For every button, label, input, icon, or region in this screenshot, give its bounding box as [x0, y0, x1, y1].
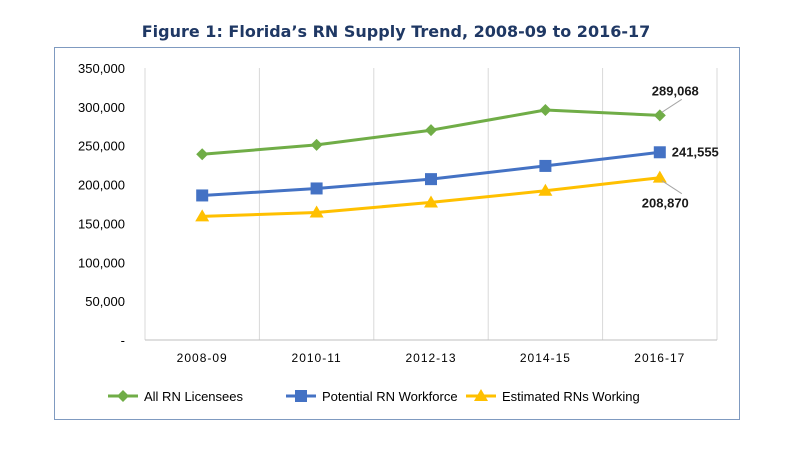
- data-label: 208,870: [642, 196, 689, 211]
- label-leader-line: [661, 98, 683, 113]
- y-tick-label: -: [121, 333, 125, 348]
- data-point: [538, 183, 553, 196]
- data-point: [196, 148, 209, 161]
- data-point: [653, 146, 666, 159]
- data-point: [196, 189, 209, 202]
- legend-item: Estimated RNs Working: [466, 389, 640, 404]
- data-point: [310, 138, 323, 151]
- legend-label: All RN Licensees: [144, 389, 243, 404]
- y-tick-label: 50,000: [85, 294, 125, 309]
- x-tick-label: 2012-13: [405, 351, 456, 365]
- data-label: 289,068: [652, 83, 699, 98]
- legend-item: All RN Licensees: [108, 389, 243, 404]
- x-tick-label: 2010-11: [292, 351, 342, 365]
- y-tick-label: 250,000: [78, 139, 125, 154]
- label-leader-line: [661, 180, 683, 195]
- y-tick-label: 300,000: [78, 100, 125, 115]
- y-tick-label: 150,000: [78, 216, 125, 231]
- x-axis-ticks: 2008-09 2010-11 2012-13 2014-15 2016-17: [177, 351, 685, 365]
- data-point: [652, 170, 667, 183]
- x-tick-label: 2014-15: [520, 351, 571, 365]
- data-point: [310, 182, 323, 195]
- y-axis-ticks: - 50,000 100,000 150,000 200,000 250,000 300,0…: [78, 61, 125, 348]
- data-point: [425, 124, 437, 137]
- y-tick-label: 100,000: [78, 255, 125, 270]
- data-point: [539, 159, 552, 172]
- legend-label: Estimated RNs Working: [502, 389, 640, 404]
- series-lines: [195, 103, 667, 222]
- chart-frame: [54, 47, 740, 420]
- data-point: [424, 195, 438, 208]
- chart-title: Figure 1: Florida’s RN Supply Trend, 200…: [141, 22, 651, 41]
- series-all-rn-licensees: [196, 103, 666, 161]
- data-point: [539, 103, 552, 116]
- x-tick-label: 2016-17: [634, 351, 685, 365]
- data-label: 241,555: [672, 144, 719, 159]
- data-point: [195, 209, 210, 222]
- legend: All RN Licensees Potential RN Workforce Es…: [108, 389, 640, 404]
- data-labels: 289,068 241,555 208,870: [642, 83, 719, 210]
- data-point: [309, 205, 324, 218]
- series-potential-rn-workforce: [196, 146, 666, 202]
- legend-label: Potential RN Workforce: [322, 389, 458, 404]
- x-tick-label: 2008-09: [177, 351, 228, 365]
- legend-marker: [117, 390, 129, 402]
- y-tick-label: 350,000: [78, 61, 125, 76]
- data-point: [653, 109, 666, 122]
- y-tick-label: 200,000: [78, 178, 125, 193]
- legend-marker: [295, 390, 307, 402]
- legend-marker: [474, 389, 488, 401]
- legend-item: Potential RN Workforce: [286, 389, 458, 404]
- data-point: [425, 173, 437, 186]
- series-estimated-rns-working: [195, 170, 667, 222]
